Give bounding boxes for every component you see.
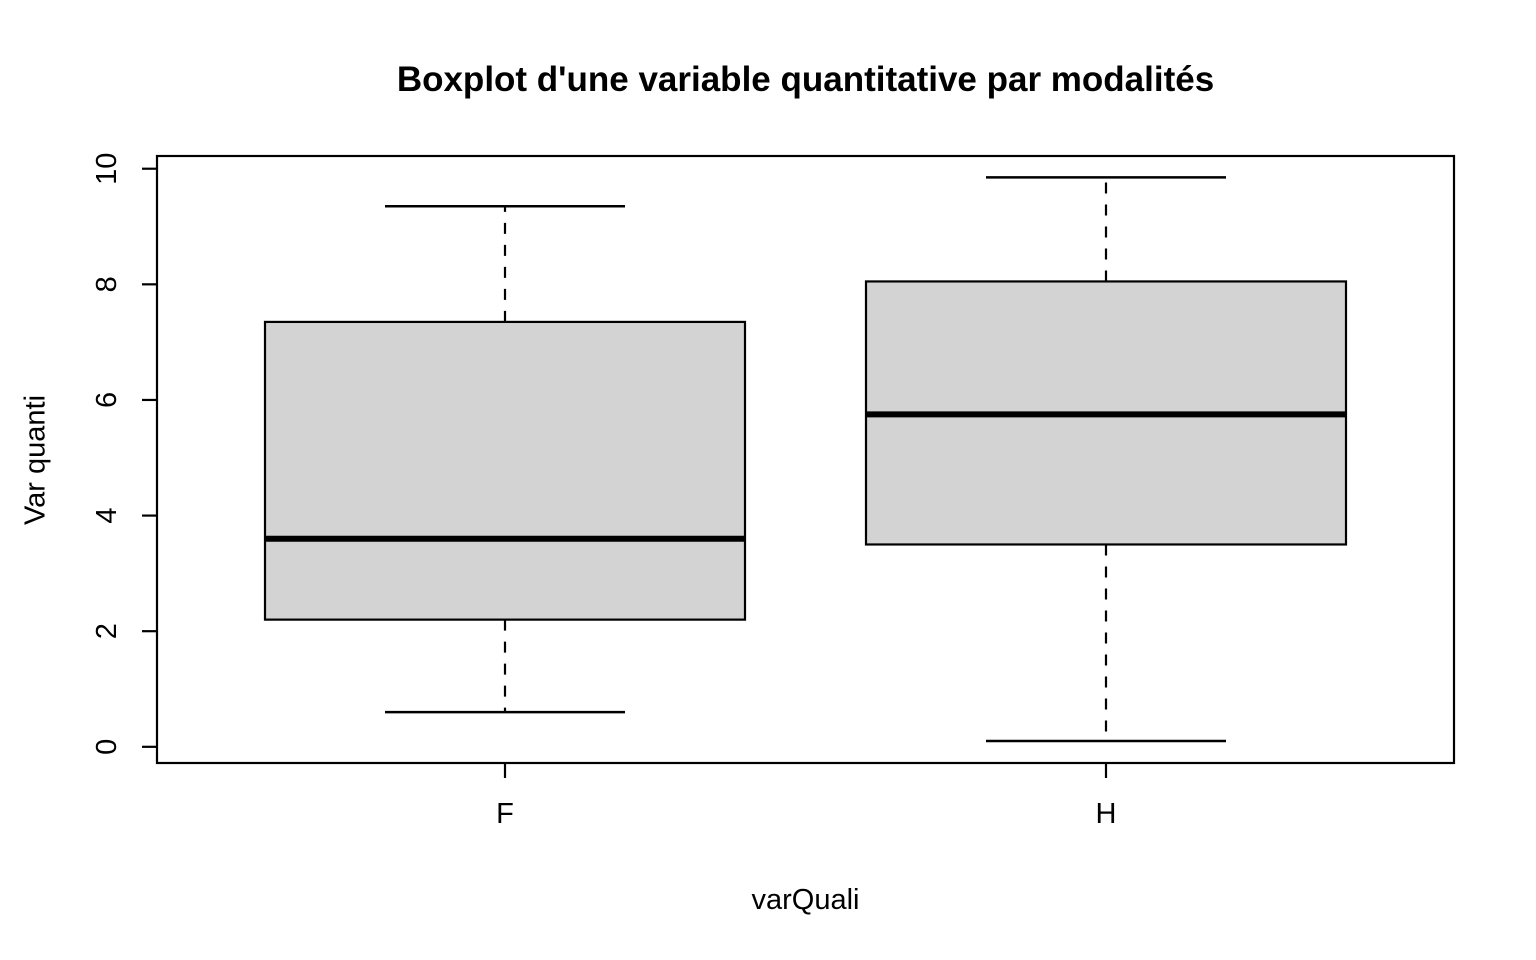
y-axis-title: Var quanti: [19, 394, 52, 526]
x-axis-title: varQuali: [751, 884, 860, 916]
iqr-box: [263, 320, 747, 621]
chart-title: Boxplot d'une variable quantitative par …: [396, 60, 1215, 99]
y-tick-label: 4: [91, 508, 123, 524]
y-tick-label: 2: [91, 623, 123, 639]
x-axis-category-label: H: [1096, 798, 1117, 830]
plot-border: [155, 154, 1456, 765]
y-tick-label: 0: [91, 739, 123, 755]
y-tick-label: 10: [91, 153, 123, 185]
y-tick-label: 8: [91, 276, 123, 292]
x-axis-category-label: F: [496, 798, 514, 830]
boxplot-F: [263, 205, 747, 714]
y-tick-label: 6: [91, 392, 123, 408]
boxplot-H: [864, 176, 1348, 743]
